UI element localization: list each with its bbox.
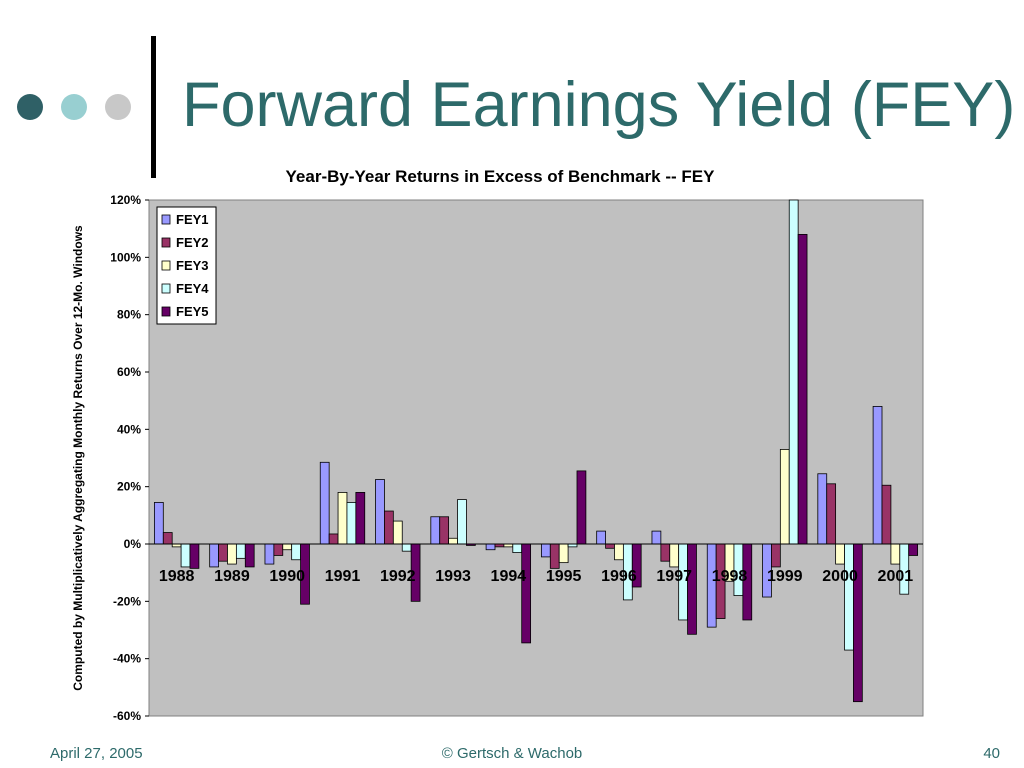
footer-copyright: © Gertsch & Wachob — [441, 745, 583, 762]
bar-fey2-1995 — [549, 543, 560, 569]
bar-fey3-1999 — [779, 448, 790, 545]
decor-dot-dark — [17, 94, 43, 120]
bar-fey2-1990 — [273, 543, 284, 556]
bar-fey3-1996 — [614, 543, 624, 561]
title-divider — [151, 36, 156, 178]
bar-fey2-1991 — [328, 533, 339, 545]
y-tick-label: 0% — [124, 537, 142, 551]
bar-fey4-1992 — [401, 543, 412, 552]
legend-label-fey2: FEY2 — [176, 235, 209, 250]
x-tick-label: 1992 — [380, 568, 416, 585]
decor-dot-gray — [105, 94, 131, 120]
bar-fey3-1992 — [392, 520, 403, 545]
x-tick-label: 1991 — [325, 568, 361, 585]
bar-fey2-1999 — [771, 543, 781, 568]
bar-fey1-1988 — [153, 502, 164, 545]
bar-fey5-1997 — [687, 543, 697, 635]
x-tick-label: 2000 — [822, 568, 858, 585]
x-tick-label: 1994 — [491, 568, 527, 585]
y-tick-label: -40% — [113, 652, 141, 666]
bar-fey5-1999 — [797, 233, 808, 545]
bar-fey2-1996 — [605, 543, 615, 549]
bar-fey4-1991 — [346, 502, 357, 545]
bar-fey4-1988 — [180, 543, 191, 568]
bar-fey1-1998 — [706, 543, 717, 628]
bar-fey3-1990 — [282, 543, 293, 551]
bar-fey4-1990 — [291, 543, 301, 561]
x-tick-label: 1998 — [712, 568, 748, 585]
bar-fey1-1995 — [540, 543, 551, 558]
bar-fey3-1989 — [227, 543, 237, 565]
bar-fey5-1995 — [576, 470, 587, 545]
decor-dot-light — [61, 94, 87, 120]
y-tick-label: 40% — [117, 422, 141, 436]
x-tick-label: 1990 — [269, 568, 305, 585]
bar-fey5-2001 — [908, 543, 919, 556]
bar-fey1-1996 — [596, 530, 606, 545]
bar-fey4-1989 — [235, 543, 246, 559]
bar-fey1-1990 — [264, 543, 275, 565]
y-tick-label: 80% — [117, 308, 141, 322]
bar-fey3-1997 — [669, 543, 680, 568]
y-tick-label: 20% — [117, 480, 141, 494]
x-tick-label: 1997 — [656, 568, 692, 585]
x-tick-label: 1988 — [159, 568, 195, 585]
legend-label-fey1: FEY1 — [176, 212, 209, 227]
bar-fey3-2001 — [890, 543, 901, 565]
bar-fey1-1993 — [430, 516, 441, 545]
bar-fey1-1991 — [319, 461, 330, 545]
y-tick-label: -20% — [113, 594, 141, 608]
y-tick-label: 100% — [110, 250, 141, 264]
legend-label-fey3: FEY3 — [176, 258, 209, 273]
legend-swatch-fey4 — [161, 283, 171, 294]
bar-fey3-1995 — [558, 543, 569, 564]
bar-fey1-2000 — [817, 473, 828, 545]
bar-fey4-1993 — [457, 499, 467, 545]
bar-fey4-1999 — [788, 199, 799, 545]
x-tick-label: 2001 — [878, 568, 914, 585]
slide-title: Forward Earnings Yield (FEY) — [182, 70, 1016, 140]
bar-fey1-1989 — [209, 543, 219, 568]
bar-fey4-2000 — [844, 543, 854, 651]
bar-fey1-1992 — [375, 479, 385, 545]
legend-label-fey5: FEY5 — [176, 304, 209, 319]
x-tick-label: 1989 — [214, 568, 250, 585]
bar-fey2-1988 — [162, 532, 173, 545]
bar-fey1-2001 — [872, 405, 883, 545]
bar-fey3-2000 — [835, 543, 845, 565]
bar-fey2-1997 — [660, 543, 671, 562]
x-tick-label: 1993 — [435, 568, 471, 585]
bar-fey2-1993 — [439, 516, 450, 545]
bar-fey5-1989 — [244, 543, 255, 568]
bar-fey2-1992 — [384, 510, 394, 545]
bar-fey3-1993 — [448, 537, 458, 545]
bar-fey2-2000 — [826, 483, 837, 545]
bar-fey3-1991 — [337, 491, 348, 545]
x-tick-label: 1999 — [767, 568, 803, 585]
legend-label-fey4: FEY4 — [176, 281, 209, 296]
bar-fey2-1989 — [218, 543, 228, 562]
x-tick-label: 1996 — [601, 568, 637, 585]
legend-swatch-fey2 — [161, 237, 171, 248]
y-tick-label: 60% — [117, 365, 141, 379]
bar-fey1-1997 — [651, 530, 662, 545]
page-number: 40 — [983, 745, 1000, 762]
footer-date: April 27, 2005 — [50, 745, 143, 762]
bar-fey1-1994 — [485, 543, 496, 551]
x-tick-label: 1995 — [546, 568, 582, 585]
y-tick-label: 120% — [110, 193, 141, 207]
bar-fey5-1991 — [355, 491, 366, 545]
legend-swatch-fey3 — [161, 260, 171, 271]
bar-fey2-2001 — [881, 484, 892, 545]
legend-swatch-fey1 — [161, 214, 171, 225]
y-tick-label: -60% — [113, 709, 141, 723]
legend-swatch-fey5 — [161, 306, 171, 317]
chart-title: Year-By-Year Returns in Excess of Benchm… — [285, 167, 715, 186]
bar-fey4-1994 — [512, 543, 523, 554]
bar-fey5-1994 — [521, 543, 532, 644]
bar-fey5-1988 — [189, 543, 200, 569]
